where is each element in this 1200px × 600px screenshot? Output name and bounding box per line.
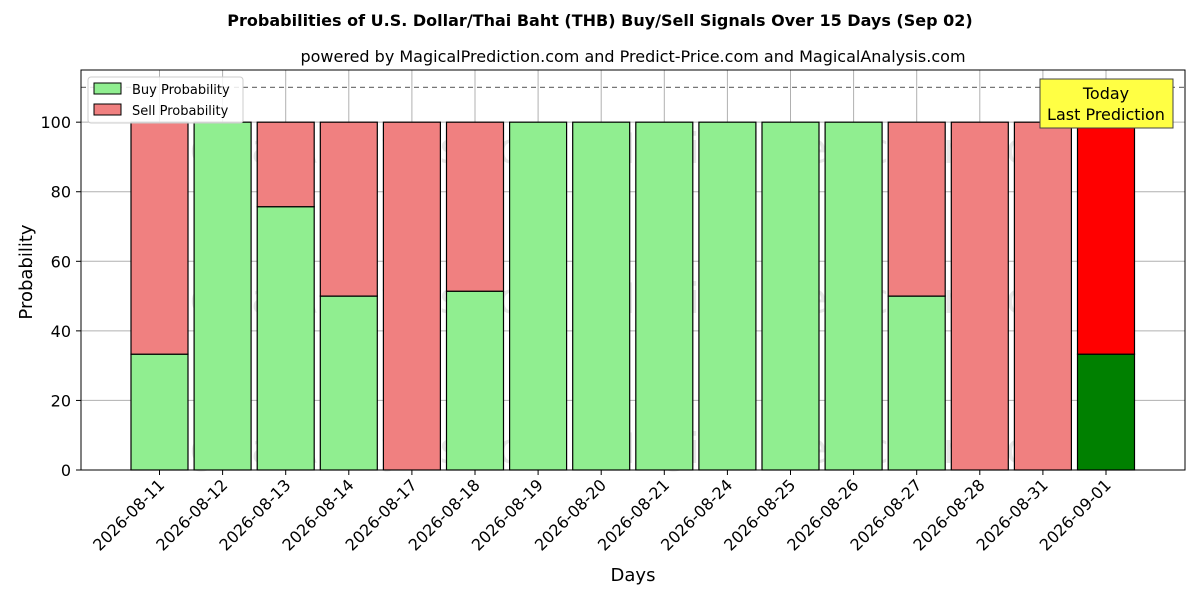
annotation-line-today: Today	[1082, 84, 1129, 103]
legend: Buy Probability Sell Probability	[87, 76, 244, 124]
bar-buy-2026-08-27	[887, 295, 946, 471]
bar-buy-2026-08-14	[319, 295, 378, 471]
y-tick-label: 20	[51, 391, 71, 410]
bar-buy-2026-08-12	[193, 121, 252, 471]
bar-buy-2026-08-18	[445, 290, 505, 471]
legend-label-buy: Buy Probability	[132, 83, 230, 98]
legend-swatch-sell	[93, 103, 122, 116]
y-tick-label: 100	[40, 113, 71, 132]
legend-swatch-buy	[93, 82, 122, 95]
bar-buy-2026-08-26	[824, 121, 883, 471]
bar-buy-2026-08-24	[698, 121, 757, 471]
bar-buy-2026-09-01	[1076, 353, 1136, 471]
bar-sell-2026-08-18	[445, 121, 505, 292]
bar-sell-2026-08-27	[887, 121, 946, 297]
bar-buy-2026-08-25	[761, 121, 820, 471]
bar-buy-2026-08-21	[635, 121, 694, 471]
y-tick-label: 60	[51, 252, 71, 271]
chart-subtitle: powered by MagicalPrediction.com and Pre…	[300, 47, 965, 66]
x-axis-label: Days	[611, 565, 656, 586]
annotation-box	[1039, 78, 1174, 129]
y-tick-label: 40	[51, 322, 71, 341]
bar-buy-2026-08-13	[256, 206, 315, 471]
legend-frame	[87, 76, 244, 124]
bar-sell-2026-08-13	[256, 121, 315, 208]
bar-sell-2026-08-14	[319, 121, 378, 297]
y-tick-label: 0	[61, 461, 71, 480]
chart-title: Probabilities of U.S. Dollar/Thai Baht (…	[227, 11, 972, 30]
annotation-line-last-prediction: Last Prediction	[1047, 105, 1165, 124]
legend-label-sell: Sell Probability	[132, 104, 229, 119]
bar-buy-2026-08-20	[572, 121, 631, 471]
bar-buy-2026-08-19	[509, 121, 568, 471]
y-axis-label: Probability	[16, 224, 37, 319]
bar-sell-2026-08-28	[950, 121, 1009, 471]
bar-sell-2026-08-17	[382, 121, 441, 471]
bar-layer	[81, 86, 1185, 471]
bar-sell-2026-08-11	[130, 121, 189, 355]
bar-sell-2026-09-01	[1076, 121, 1136, 355]
y-tick-label: 80	[51, 183, 71, 202]
today-annotation: Today Last Prediction	[1039, 78, 1174, 129]
bar-sell-2026-08-31	[1013, 121, 1073, 471]
plot-frame	[80, 69, 1186, 471]
bar-buy-2026-08-11	[130, 353, 189, 471]
